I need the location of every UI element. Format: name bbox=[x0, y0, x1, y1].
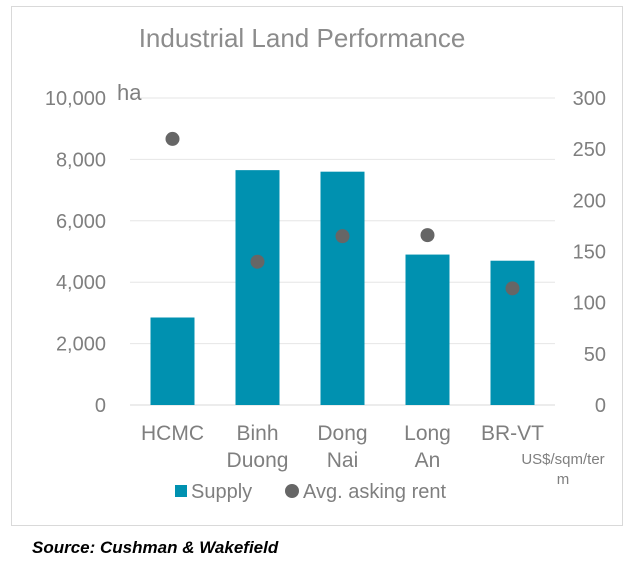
right-tick-label: 250 bbox=[573, 139, 606, 161]
legend: Supply Avg. asking rent bbox=[175, 481, 446, 503]
left-axis-ticks: 0 2,000 4,000 6,000 8,000 10,000 bbox=[45, 88, 106, 417]
rent-point bbox=[335, 229, 350, 244]
legend-label-rent: Avg. asking rent bbox=[303, 481, 446, 503]
right-unit-label: m bbox=[557, 471, 570, 488]
left-tick-label: 2,000 bbox=[56, 334, 106, 356]
right-tick-label: 0 bbox=[595, 395, 606, 417]
left-tick-label: 4,000 bbox=[56, 272, 106, 294]
category-label: BR-VT bbox=[481, 422, 544, 445]
category-label: Nai bbox=[327, 449, 359, 472]
left-tick-label: 0 bbox=[95, 395, 106, 417]
right-tick-label: 50 bbox=[584, 344, 606, 366]
chart-title: Industrial Land Performance bbox=[139, 23, 466, 53]
gridlines bbox=[130, 97, 555, 406]
supply-bar bbox=[405, 254, 450, 405]
category-labels: HCMC Binh Duong Dong Nai Long An BR-VT bbox=[141, 422, 544, 472]
rent-point bbox=[165, 131, 180, 146]
right-unit-label: US$/sqm/ter bbox=[521, 451, 604, 468]
left-tick-label: 6,000 bbox=[56, 211, 106, 233]
supply-bar bbox=[150, 317, 195, 405]
right-tick-label: 300 bbox=[573, 88, 606, 110]
legend-label-supply: Supply bbox=[191, 481, 252, 503]
right-tick-label: 200 bbox=[573, 190, 606, 212]
right-axis-ticks: 0 50 100 150 200 250 300 bbox=[573, 88, 606, 417]
left-tick-label: 8,000 bbox=[56, 149, 106, 171]
category-label: Long bbox=[404, 422, 451, 445]
chart-svg: Industrial Land Performance 0 2,000 4,000 6… bbox=[45, 23, 606, 503]
right-tick-label: 100 bbox=[573, 293, 606, 315]
rent-point bbox=[505, 281, 520, 296]
category-label: HCMC bbox=[141, 422, 204, 445]
category-label: An bbox=[415, 449, 441, 472]
rent-points bbox=[165, 131, 520, 296]
left-tick-label: 10,000 bbox=[45, 88, 106, 110]
legend-swatch-rent bbox=[285, 484, 299, 498]
source-note: Source: Cushman & Wakefield bbox=[32, 538, 279, 557]
category-label: Binh bbox=[236, 422, 278, 445]
supply-bar bbox=[320, 171, 365, 405]
left-axis-unit: ha bbox=[117, 80, 142, 105]
supply-bar bbox=[235, 170, 280, 405]
supply-bars bbox=[150, 170, 535, 405]
category-label: Duong bbox=[227, 449, 289, 472]
rent-point bbox=[250, 254, 265, 269]
rent-point bbox=[420, 228, 435, 243]
legend-swatch-supply bbox=[175, 485, 187, 497]
right-axis-unit: US$/sqm/ter m bbox=[521, 451, 604, 488]
category-label: Dong bbox=[317, 422, 367, 445]
right-tick-label: 150 bbox=[573, 242, 606, 264]
